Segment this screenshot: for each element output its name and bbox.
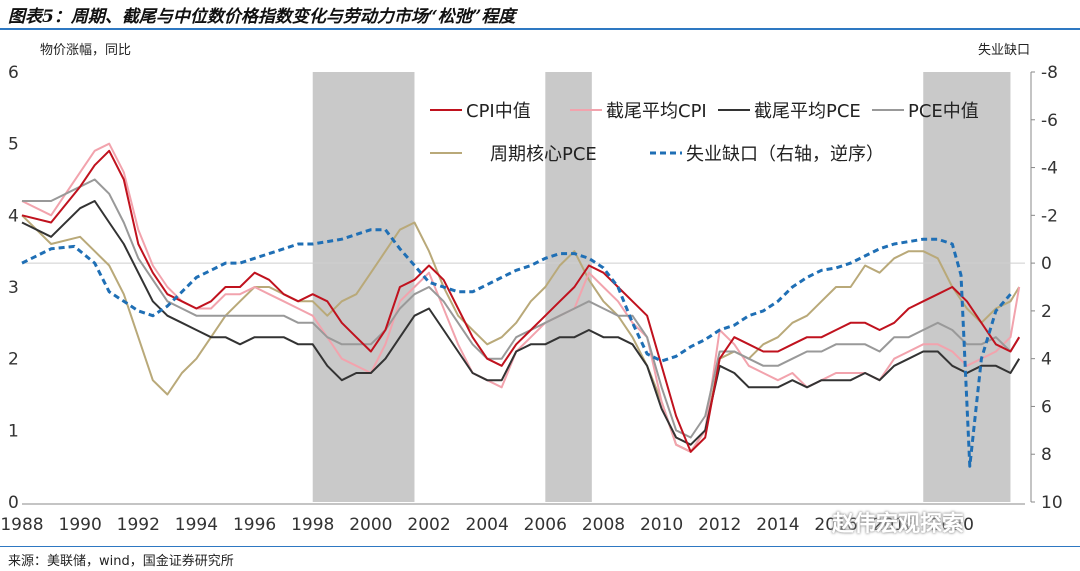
x-tick-label-3: 1994: [175, 515, 218, 535]
series-line-5: [21, 228, 1012, 468]
series-line-4: [21, 214, 1021, 453]
legend-label-4: 周期核心PCE: [490, 144, 597, 165]
x-tick-label-10: 2008: [582, 515, 625, 535]
right-tick-label-8: -6: [1041, 111, 1058, 131]
x-tick-label-6: 2000: [349, 515, 392, 535]
right-tick-label-5: 0: [1041, 254, 1052, 274]
watermark-text: 赵伟宏观探索: [832, 512, 965, 537]
x-tick-label-4: 1996: [233, 515, 276, 535]
x-tick-label-15: 2018: [873, 515, 916, 535]
right-tick-label-2: 6: [1041, 397, 1052, 417]
series-line-3: [22, 178, 1021, 439]
axes: 0 1 2 3 4 5 6 10 8 6 4 2 0 -2 -4 -6 -8 1988 1990 1992 1994 19…: [0, 63, 1062, 535]
right-tick-label-6: -2: [1041, 206, 1058, 226]
left-tick-label-5: 5: [8, 135, 19, 155]
right-tick-label-0: 10: [1041, 493, 1063, 513]
legend-label-2: 截尾平均PCE: [754, 101, 861, 122]
series-line-0: [21, 149, 1021, 453]
x-tick-label-5: 1998: [291, 515, 334, 535]
x-tick-label-14: 2016: [814, 515, 857, 535]
left-tick-label-3: 3: [8, 278, 19, 298]
left-tick-label-1: 1: [8, 421, 19, 441]
x-tick-label-9: 2006: [524, 515, 567, 535]
legend-label-5: 失业缺口（右轴，逆序）: [686, 144, 884, 165]
legend-label-1: 截尾平均CPI: [606, 101, 707, 122]
source-note: 来源：美联储，wind，国金证券研究所: [8, 554, 234, 569]
top-rule: [0, 28, 1080, 30]
right-tick-label-1: 8: [1041, 445, 1052, 465]
recession-bands: [312, 72, 1011, 502]
right-tick-label-3: 4: [1041, 350, 1052, 370]
recession-band-2: [923, 72, 1011, 502]
right-tick-label-7: -4: [1041, 159, 1058, 179]
chart: 0 1 2 3 4 5 6 10 8 6 4 2 0 -2 -4 -6 -8 1988 1990 1992 1994 19…: [0, 43, 1062, 535]
legend-label-0: CPI中值: [466, 101, 531, 122]
x-tick-label-13: 2014: [756, 515, 799, 535]
x-tick-label-2: 1992: [117, 515, 160, 535]
chart-title: 图表5：周期、截尾与中位数价格指数变化与劳动力市场“松弛”程度: [8, 7, 516, 27]
x-tick-label-7: 2002: [407, 515, 450, 535]
legend-label-3: PCE中值: [908, 101, 979, 122]
left-tick-label-0: 0: [8, 493, 19, 513]
left-axis-label: 物价涨幅，同比: [40, 43, 131, 58]
left-tick-label-4: 4: [8, 206, 19, 226]
x-tick-label-0: 1988: [0, 515, 43, 535]
series-line-1: [21, 142, 1021, 453]
recession-band-0: [312, 72, 415, 502]
x-tick-label-1: 1990: [59, 515, 102, 535]
x-tick-label-8: 2004: [466, 515, 509, 535]
recession-band-1: [545, 72, 592, 502]
series-lines: [21, 142, 1021, 468]
right-tick-label-9: -8: [1041, 63, 1058, 83]
x-tick-label-12: 2012: [698, 515, 741, 535]
left-tick-label-2: 2: [8, 350, 19, 370]
x-tick-label-11: 2010: [640, 515, 683, 535]
series-line-2: [21, 200, 1021, 446]
left-tick-label-6: 6: [8, 63, 19, 83]
x-tick-label-16: 2020: [931, 515, 974, 535]
right-tick-label-4: 2: [1041, 302, 1052, 322]
right-axis-label: 失业缺口: [978, 43, 1030, 58]
bottom-rule: [0, 546, 1080, 547]
